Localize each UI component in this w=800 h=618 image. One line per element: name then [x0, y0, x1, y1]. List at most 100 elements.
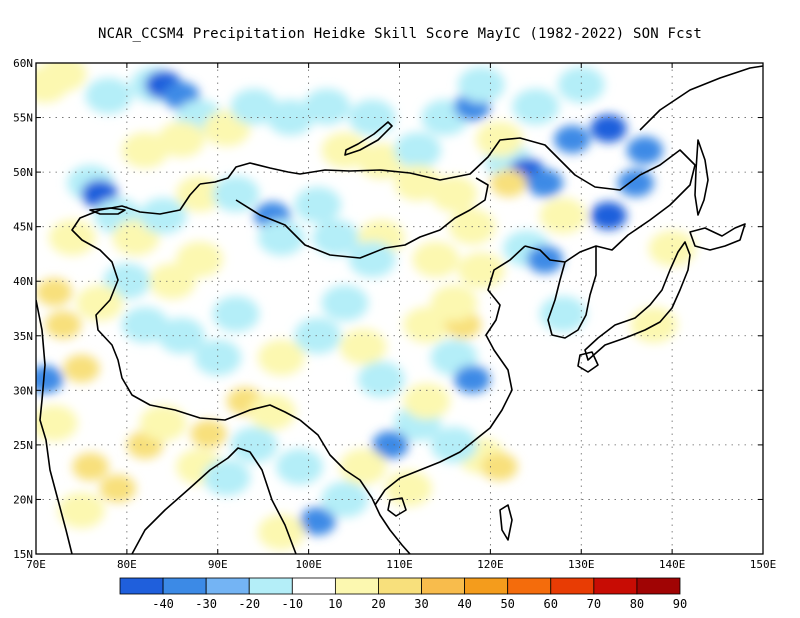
skill-patch [348, 99, 396, 136]
skill-patch [203, 459, 251, 496]
skill-patch [63, 354, 100, 383]
skill-patch [303, 88, 351, 125]
colorbar-swatch [119, 577, 164, 595]
y-tick-label: 25N [13, 439, 33, 452]
skill-patch [490, 169, 527, 198]
colorbar-label: 60 [544, 597, 558, 611]
japan-hokkaido [689, 223, 746, 251]
china-border [199, 137, 696, 263]
skill-patch [121, 132, 169, 169]
colorbar-swatch [378, 577, 422, 595]
plot-area [36, 63, 763, 554]
hainan [387, 497, 407, 517]
south-asia-coast [36, 299, 73, 554]
skill-patch [212, 175, 260, 212]
skill-patch [412, 241, 460, 278]
colorbar-swatch [291, 577, 336, 595]
skill-patch [230, 88, 278, 125]
skill-patch [539, 197, 587, 234]
skill-patch [76, 285, 124, 322]
skill-patch [158, 121, 205, 158]
colorbar-label: 30 [414, 597, 428, 611]
skill-patch [557, 66, 605, 103]
skill-patch [36, 405, 78, 442]
skill-patch [294, 317, 342, 354]
skill-patch [512, 88, 560, 125]
colorbar-swatch [507, 577, 552, 595]
colorbar-label: 80 [630, 597, 644, 611]
skill-patch [299, 507, 336, 536]
colorbar-label: -30 [195, 597, 217, 611]
colorbar-swatch [421, 577, 466, 595]
lake-balkhash [89, 207, 126, 215]
x-tick-label: 110E [386, 558, 413, 571]
y-tick-label: 45N [13, 221, 33, 234]
skill-patch [339, 328, 387, 365]
skill-patch [58, 492, 105, 529]
skill-patch [294, 186, 342, 223]
skill-patch [257, 339, 305, 376]
y-tick-label: 20N [13, 493, 33, 506]
y-tick-label: 30N [13, 384, 33, 397]
skill-patch [339, 448, 387, 485]
skill-patch [357, 361, 405, 398]
skill-patch [139, 197, 187, 234]
x-tick-label: 80E [117, 558, 137, 571]
skill-patch [257, 219, 305, 256]
x-tick-label: 70E [26, 558, 46, 571]
skill-patch [385, 470, 432, 507]
gridlines [36, 63, 763, 554]
y-tick-label: 60N [13, 57, 33, 70]
colorbar-swatch [550, 577, 595, 595]
skill-patch [430, 175, 478, 212]
y-tick-label: 50N [13, 166, 33, 179]
skill-patch [457, 252, 505, 289]
colorbar-label: -20 [238, 597, 260, 611]
colorbar-swatch [334, 577, 379, 595]
skill-patch [39, 63, 87, 92]
mongolia-border [235, 177, 489, 259]
skill-patch [121, 306, 169, 343]
x-tick-label: 140E [659, 558, 686, 571]
skill-patch [99, 474, 136, 503]
skill-patch [45, 310, 82, 339]
colorbar-label: 40 [457, 597, 471, 611]
taiwan [499, 504, 513, 541]
skill-patch [394, 165, 442, 202]
x-tick-label: 120E [477, 558, 504, 571]
colorbar-swatch [636, 577, 681, 595]
axis-tick-labels: 70E 80E 90E 100E 110E 120E 130E 140E 150E 60N 55N 5… [13, 57, 776, 571]
japan-kyushu [577, 351, 599, 373]
y-tick-label: 55N [13, 112, 33, 125]
colorbar-label: 70 [587, 597, 601, 611]
y-tick-label: 35N [13, 330, 33, 343]
skill-patch [648, 230, 696, 267]
skill-patch [248, 394, 296, 431]
coastlines-and-borders [36, 65, 763, 554]
colorbar-swatch [162, 577, 207, 595]
skill-patch [403, 383, 451, 420]
skill-patch [476, 121, 523, 158]
skill-patch [454, 365, 491, 394]
skill-patch [590, 201, 627, 230]
skill-patch [257, 514, 305, 551]
skill-patch [158, 317, 205, 354]
skill-patch [36, 278, 73, 307]
skill-patch [148, 263, 196, 300]
skill-patch [553, 125, 591, 154]
colorbar-swatch [205, 577, 250, 595]
skill-patch [230, 426, 278, 463]
skill-patch [539, 295, 587, 332]
x-tick-label: 130E [568, 558, 595, 571]
bay-of-bengal-coast [131, 447, 297, 554]
far-east-coast [639, 65, 763, 131]
colorbar-swatch [248, 577, 293, 595]
skill-patch [626, 136, 664, 165]
colorbar-label: 50 [500, 597, 514, 611]
japan-honshu [584, 241, 691, 361]
skill-patch [430, 285, 478, 322]
skill-patch [457, 66, 505, 103]
x-tick-label: 90E [208, 558, 228, 571]
y-tick-label: 40N [13, 275, 33, 288]
